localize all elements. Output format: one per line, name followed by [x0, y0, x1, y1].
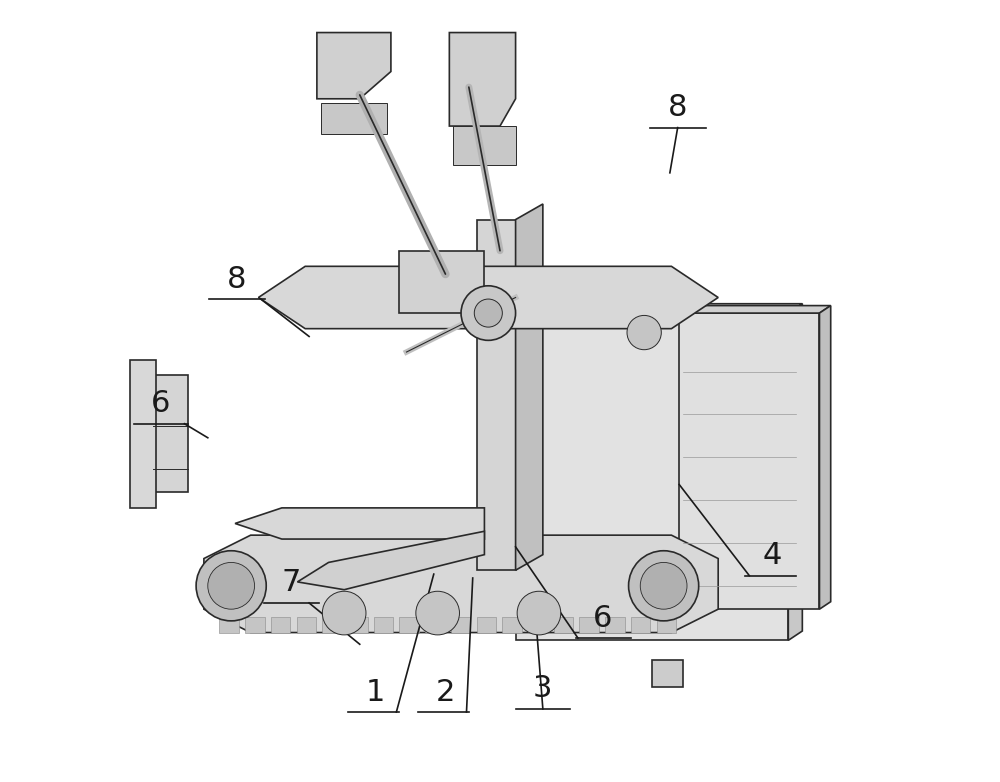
Polygon shape: [528, 617, 548, 633]
Circle shape: [640, 562, 687, 609]
Text: 4: 4: [763, 541, 782, 570]
Polygon shape: [245, 617, 265, 633]
Circle shape: [461, 285, 516, 340]
Circle shape: [474, 299, 502, 327]
Polygon shape: [153, 375, 188, 493]
Polygon shape: [819, 306, 831, 609]
Text: 6: 6: [151, 389, 171, 418]
Polygon shape: [451, 617, 470, 633]
Polygon shape: [374, 617, 393, 633]
Polygon shape: [679, 313, 819, 609]
Text: 7: 7: [281, 569, 301, 597]
Text: 1: 1: [366, 677, 385, 707]
Text: 6: 6: [593, 604, 613, 633]
Circle shape: [322, 591, 366, 635]
Polygon shape: [788, 303, 802, 640]
Polygon shape: [502, 617, 522, 633]
Polygon shape: [297, 531, 484, 590]
Polygon shape: [321, 102, 387, 134]
Circle shape: [627, 315, 661, 350]
Polygon shape: [258, 267, 718, 328]
Polygon shape: [579, 617, 599, 633]
Polygon shape: [317, 33, 391, 99]
Polygon shape: [516, 313, 788, 640]
Polygon shape: [453, 126, 516, 165]
Polygon shape: [516, 303, 802, 313]
Polygon shape: [235, 508, 484, 539]
Circle shape: [196, 551, 266, 621]
Polygon shape: [219, 617, 239, 633]
Polygon shape: [297, 617, 316, 633]
Polygon shape: [348, 617, 368, 633]
Text: 2: 2: [436, 677, 455, 707]
Circle shape: [629, 551, 699, 621]
Polygon shape: [477, 220, 516, 570]
Polygon shape: [130, 360, 156, 508]
Polygon shape: [449, 33, 516, 126]
Polygon shape: [425, 617, 445, 633]
Polygon shape: [679, 306, 831, 313]
Polygon shape: [605, 617, 625, 633]
Polygon shape: [516, 204, 543, 570]
Polygon shape: [271, 617, 290, 633]
Polygon shape: [652, 660, 683, 687]
Polygon shape: [399, 617, 419, 633]
Polygon shape: [631, 617, 650, 633]
Text: 8: 8: [227, 264, 246, 293]
Polygon shape: [477, 617, 496, 633]
Polygon shape: [322, 617, 342, 633]
Text: 3: 3: [533, 673, 553, 703]
Circle shape: [208, 562, 255, 609]
Circle shape: [416, 591, 459, 635]
Text: 8: 8: [668, 93, 687, 122]
Polygon shape: [554, 617, 573, 633]
Polygon shape: [399, 251, 484, 313]
Circle shape: [517, 591, 561, 635]
Polygon shape: [657, 617, 676, 633]
Polygon shape: [204, 535, 718, 633]
